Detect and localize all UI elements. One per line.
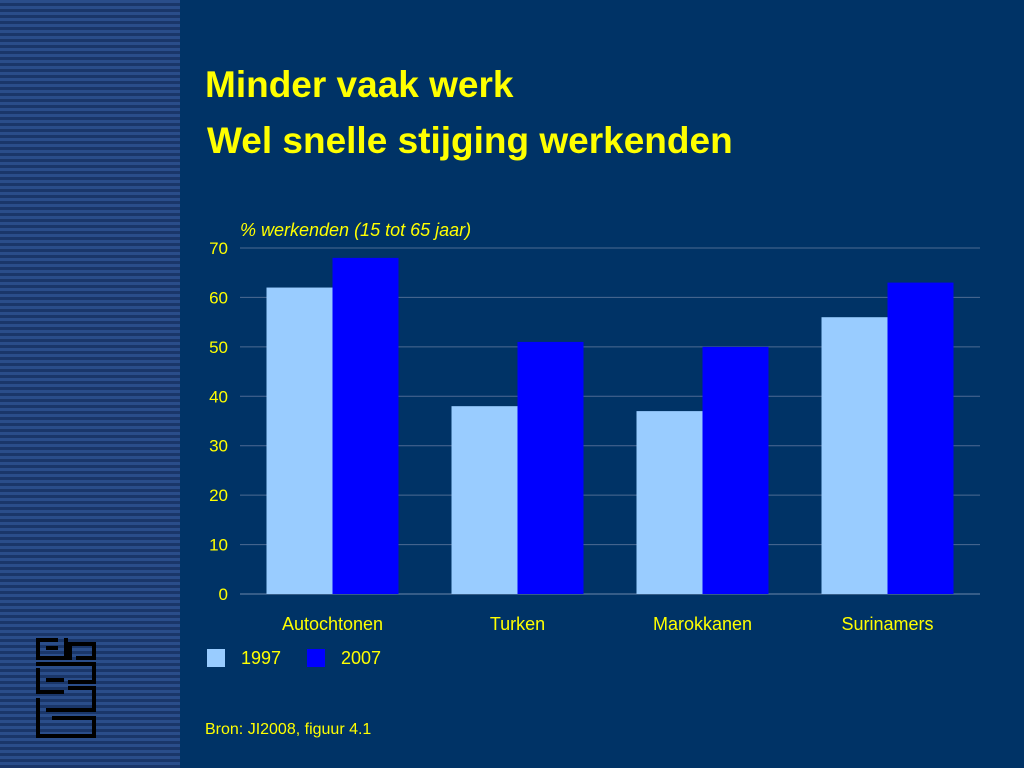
y-tick-label: 30 [209, 437, 228, 456]
y-tick-label: 10 [209, 536, 228, 555]
cbs-logo [36, 638, 96, 738]
y-tick-label: 0 [219, 585, 228, 604]
slide-subtitle: Wel snelle stijging werkenden [207, 120, 733, 161]
x-tick-label: Autochtonen [282, 614, 383, 634]
legend-label-1997: 1997 [241, 648, 281, 668]
y-tick-label: 70 [209, 239, 228, 258]
bar-2007-autochtonen [332, 257, 399, 594]
legend-swatch-1997 [207, 649, 225, 667]
y-axis-ticks: 0 10 20 30 40 50 60 70 [209, 239, 228, 604]
bar-2007-marokkanen [702, 346, 769, 594]
y-tick-label: 40 [209, 387, 228, 406]
y-tick-label: 20 [209, 486, 228, 505]
bar-2007-turken [517, 341, 584, 594]
decorative-sidebar [0, 0, 180, 768]
slide-title: Minder vaak werk [205, 64, 514, 105]
legend: 1997 2007 [207, 648, 381, 668]
legend-swatch-2007 [307, 649, 325, 667]
x-tick-label: Turken [490, 614, 545, 634]
bar-1997-autochtonen [266, 287, 333, 594]
bars [266, 257, 954, 594]
x-tick-label: Marokkanen [653, 614, 752, 634]
y-tick-label: 50 [209, 338, 228, 357]
x-axis-ticks: Autochtonen Turken Marokkanen Surinamers [282, 614, 934, 634]
y-axis-label: % werkenden (15 tot 65 jaar) [240, 220, 471, 240]
bar-chart: % werkenden (15 tot 65 jaar) 0 10 20 30 40 50… [207, 220, 980, 668]
bar-2007-surinamers [887, 282, 954, 594]
y-tick-label: 60 [209, 288, 228, 307]
bar-1997-marokkanen [636, 411, 703, 594]
bar-1997-turken [451, 406, 518, 594]
bar-1997-surinamers [821, 317, 888, 594]
x-tick-label: Surinamers [841, 614, 933, 634]
source-note: Bron: JI2008, figuur 4.1 [205, 721, 372, 738]
legend-label-2007: 2007 [341, 648, 381, 668]
